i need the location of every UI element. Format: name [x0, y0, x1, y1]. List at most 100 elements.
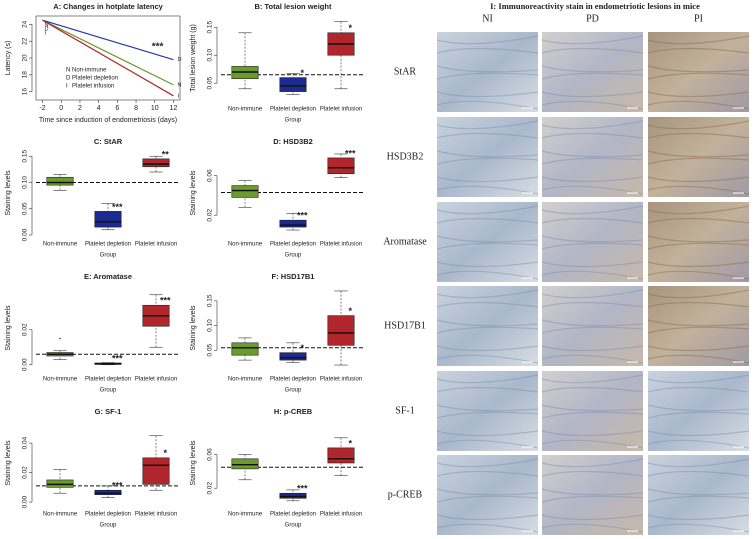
tissue-texture: [436, 319, 539, 327]
tissue-texture: [647, 35, 750, 45]
series-start-label: I: [45, 31, 47, 37]
tissue-texture: [541, 47, 644, 54]
panel-title: A: Changes in hotplate latency: [53, 2, 163, 11]
tissue-texture: [436, 470, 539, 477]
x-tick-label: Non-immune: [228, 242, 263, 248]
x-tick-label: Platelet infusion: [135, 377, 177, 383]
micrograph: [648, 202, 749, 282]
y-axis-label: Staining levels: [5, 170, 12, 216]
box: [327, 447, 355, 464]
box: [279, 352, 307, 361]
tissue-texture: [647, 157, 750, 165]
column-header: PI: [694, 13, 703, 24]
tissue-texture: [647, 91, 750, 98]
x-axis-label: Group: [285, 118, 302, 124]
series-start-label: N: [45, 23, 49, 29]
x-tick-label: 0: [59, 105, 63, 112]
tissue-texture: [436, 514, 539, 521]
tissue-texture: [436, 242, 539, 250]
x-tick-label: Platelet infusion: [135, 242, 177, 248]
box: [231, 458, 259, 470]
x-tick-label: Non-immune: [228, 107, 263, 113]
significance: **: [162, 149, 170, 159]
micrograph: [437, 32, 538, 112]
tissue-texture: [647, 354, 750, 364]
tissue-texture: [436, 185, 539, 195]
tissue-texture: [436, 261, 539, 268]
panel-title: B: Total lesion weight: [255, 2, 332, 11]
row-label: HSD17B1: [384, 320, 426, 331]
legend-letter: I: [66, 84, 68, 90]
tissue-texture: [541, 326, 644, 334]
x-tick-label: -2: [39, 105, 45, 112]
column-header: NI: [482, 13, 493, 24]
legend-label: Non-immune: [72, 68, 107, 74]
tissue-texture: [647, 430, 750, 437]
tissue-texture: [541, 488, 644, 496]
x-axis-label: Group: [100, 523, 117, 529]
x-tick-label: Platelet depletion: [270, 377, 316, 383]
tissue-texture: [541, 100, 644, 110]
significance: *: [348, 306, 352, 316]
micrograph: [648, 371, 749, 451]
x-tick-label: Platelet depletion: [270, 242, 316, 248]
tissue-texture: [436, 176, 539, 183]
box: [142, 457, 170, 485]
micrograph: [437, 371, 538, 451]
y-axis-label: Staining levels: [190, 170, 197, 216]
box: [94, 489, 122, 495]
tissue-texture: [647, 185, 750, 195]
y-axis-label: Total lesion weight (g): [190, 24, 197, 92]
tissue-texture: [541, 439, 644, 449]
y-tick-label: 0.02: [22, 323, 29, 336]
x-axis-label: Group: [285, 388, 302, 394]
significance: ***: [112, 353, 123, 363]
significance: ***: [297, 211, 308, 221]
tissue-texture: [647, 326, 750, 334]
tissue-texture: [647, 120, 750, 130]
tissue-texture: [647, 72, 750, 80]
x-tick-label: 6: [115, 105, 119, 112]
tissue-texture: [541, 72, 644, 80]
tissue-texture: [436, 439, 539, 449]
x-tick-label: Platelet infusion: [320, 377, 362, 383]
tissue-texture: [647, 374, 750, 384]
tissue-texture: [436, 289, 539, 299]
tissue-texture: [647, 176, 750, 183]
tissue-texture: [541, 185, 644, 195]
micrograph: [542, 202, 643, 282]
tissue-texture: [436, 354, 539, 364]
panel-title: F: HSD17B1: [272, 272, 315, 281]
tissue-texture: [436, 270, 539, 280]
micrograph: [542, 286, 643, 366]
panel-title: G: SF-1: [95, 407, 122, 416]
y-tick-label: 0.04: [22, 436, 29, 449]
box: [279, 219, 307, 228]
y-tick-label: 20: [22, 54, 29, 62]
significance: ***: [112, 481, 123, 491]
tissue-texture: [647, 470, 750, 477]
x-axis-label: Group: [100, 253, 117, 259]
tissue-texture: [647, 47, 750, 54]
y-tick-label: 0.15: [207, 294, 214, 307]
significance: ***: [152, 42, 164, 53]
x-tick-label: Platelet depletion: [85, 242, 131, 248]
column-header: PD: [586, 13, 599, 24]
y-tick-label: 22: [22, 37, 29, 45]
tissue-texture: [541, 354, 644, 364]
x-tick-label: Platelet depletion: [85, 512, 131, 518]
series-end-label: I: [177, 93, 179, 99]
tissue-texture: [436, 345, 539, 352]
micrograph: [648, 286, 749, 366]
x-tick-label: 8: [134, 105, 138, 112]
panel-title: H: p-CREB: [274, 407, 313, 416]
y-tick-label: 0.02: [22, 466, 29, 479]
y-tick-label: 0.06: [207, 169, 214, 182]
outlier: [59, 337, 61, 340]
x-tick-label: Platelet infusion: [320, 242, 362, 248]
x-axis-label: Time since induction of endometriosis (d…: [39, 117, 177, 124]
x-tick-label: Non-immune: [43, 377, 78, 383]
micrograph: [542, 455, 643, 535]
tissue-texture: [647, 411, 750, 419]
micrograph-title: I: Immunoreactivity stain in endometriot…: [490, 1, 700, 11]
